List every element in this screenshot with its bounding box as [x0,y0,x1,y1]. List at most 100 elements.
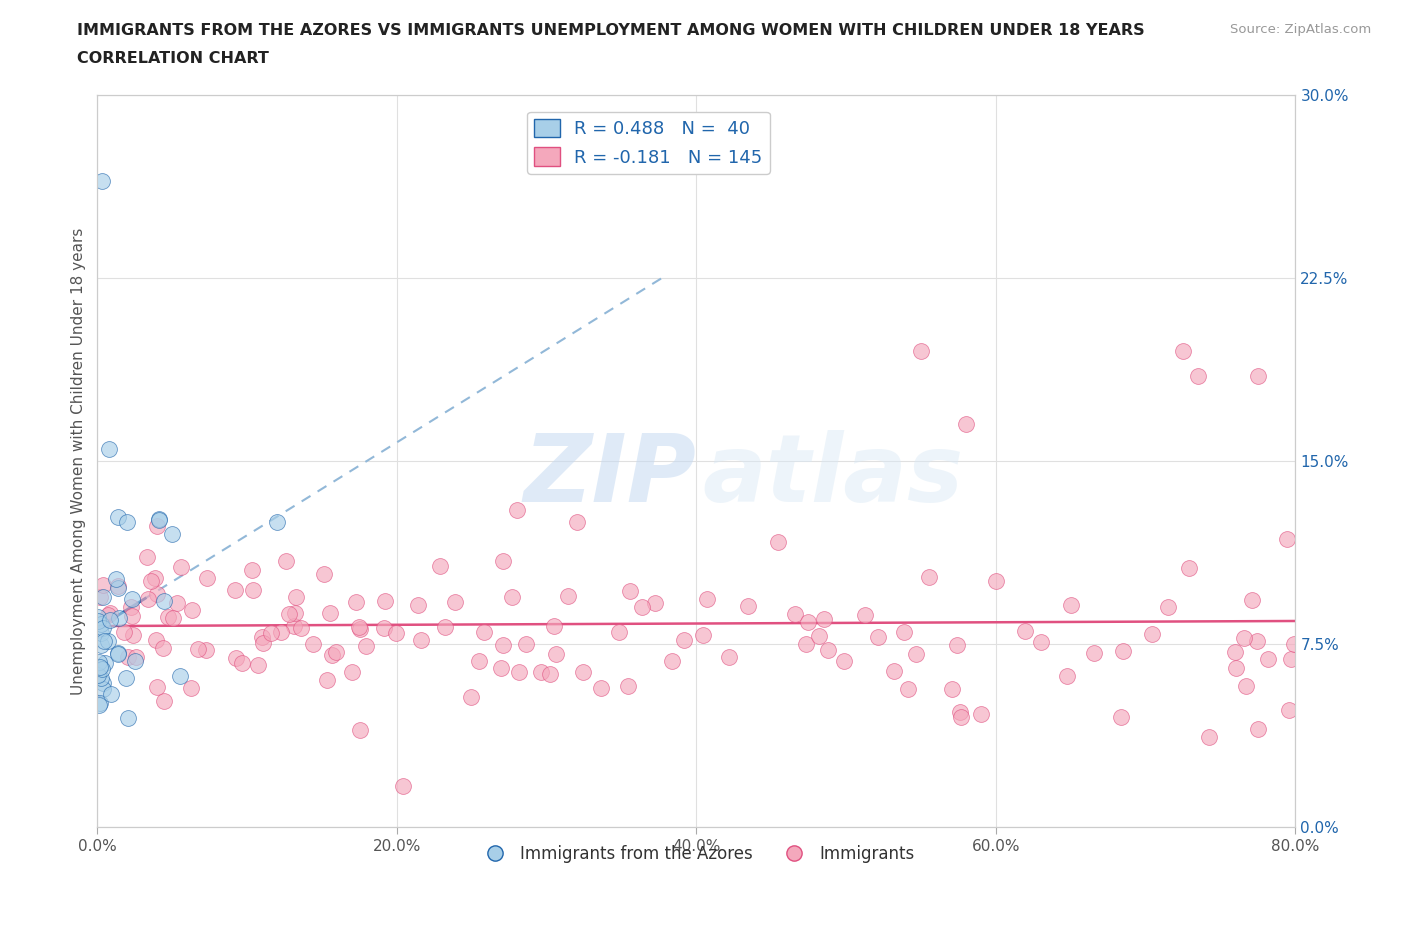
Point [505,502,527,517]
Point [853,607,876,622]
Point [904,647,927,662]
Point [302,636,325,651]
Point [89,655,111,670]
Point [1014,623,1036,638]
Point [121,591,143,606]
Point [349,723,371,737]
Point [472,625,495,640]
Point [544,646,567,661]
Point [1241,592,1264,607]
Point [180,681,202,696]
Point [112,624,135,639]
Point [90,638,112,653]
Point [224,582,246,597]
Point [87,609,110,624]
Point [231,655,253,670]
Point [93,590,115,604]
Point [392,778,415,793]
Point [543,618,565,633]
Point [252,636,274,651]
Point [107,646,129,661]
Point [152,593,174,608]
Point [797,615,820,630]
Point [630,600,652,615]
Point [194,643,217,658]
Point [146,587,169,602]
Point [93,656,115,671]
Point [411,632,433,647]
Point [373,621,395,636]
Point [1111,709,1133,724]
Point [644,596,666,611]
Point [195,570,218,585]
Point [166,596,188,611]
Point [349,622,371,637]
Point [406,597,429,612]
Point [1234,679,1257,694]
Point [152,641,174,656]
Point [321,648,343,663]
Point [918,569,941,584]
Point [1247,368,1270,383]
Point [148,512,170,526]
Point [97,607,120,622]
Point [617,679,640,694]
Point [91,661,114,676]
Point [515,636,537,651]
Point [1281,651,1303,666]
Point [242,583,264,598]
Point [948,704,970,719]
Point [530,665,553,680]
Point [1247,722,1270,737]
Text: atlas: atlas [703,430,963,522]
Point [98,613,121,628]
Point [949,710,972,724]
Point [785,607,807,622]
Point [893,624,915,639]
Point [868,630,890,644]
Point [121,608,143,623]
Point [661,653,683,668]
Point [87,668,110,683]
Point [571,664,593,679]
Point [1140,626,1163,641]
Point [1083,645,1105,660]
Point [1111,644,1133,658]
Point [1257,652,1279,667]
Point [115,514,138,529]
Point [1278,703,1301,718]
Point [136,592,159,607]
Point [187,641,209,656]
Point [557,589,579,604]
Point [508,664,530,679]
Point [90,671,112,685]
Point [148,512,170,527]
Point [607,625,630,640]
Point [970,707,993,722]
Point [538,667,561,682]
Point [290,620,312,635]
Point [489,660,512,675]
Point [98,442,121,457]
Point [89,660,111,675]
Point [107,510,129,525]
Point [1277,532,1299,547]
Text: Source: ZipAtlas.com: Source: ZipAtlas.com [1230,23,1371,36]
Point [832,654,855,669]
Point [1282,637,1305,652]
Point [385,626,408,641]
Legend: Immigrants from the Azores, Immigrants: Immigrants from the Azores, Immigrants [471,838,921,870]
Point [883,664,905,679]
Point [1223,644,1246,659]
Point [125,650,148,665]
Point [492,637,515,652]
Point [107,579,129,594]
Point [225,650,247,665]
Point [955,417,977,432]
Point [122,628,145,643]
Point [941,682,963,697]
Point [145,570,167,585]
Point [169,669,191,684]
Point [278,606,301,621]
Point [1157,599,1180,614]
